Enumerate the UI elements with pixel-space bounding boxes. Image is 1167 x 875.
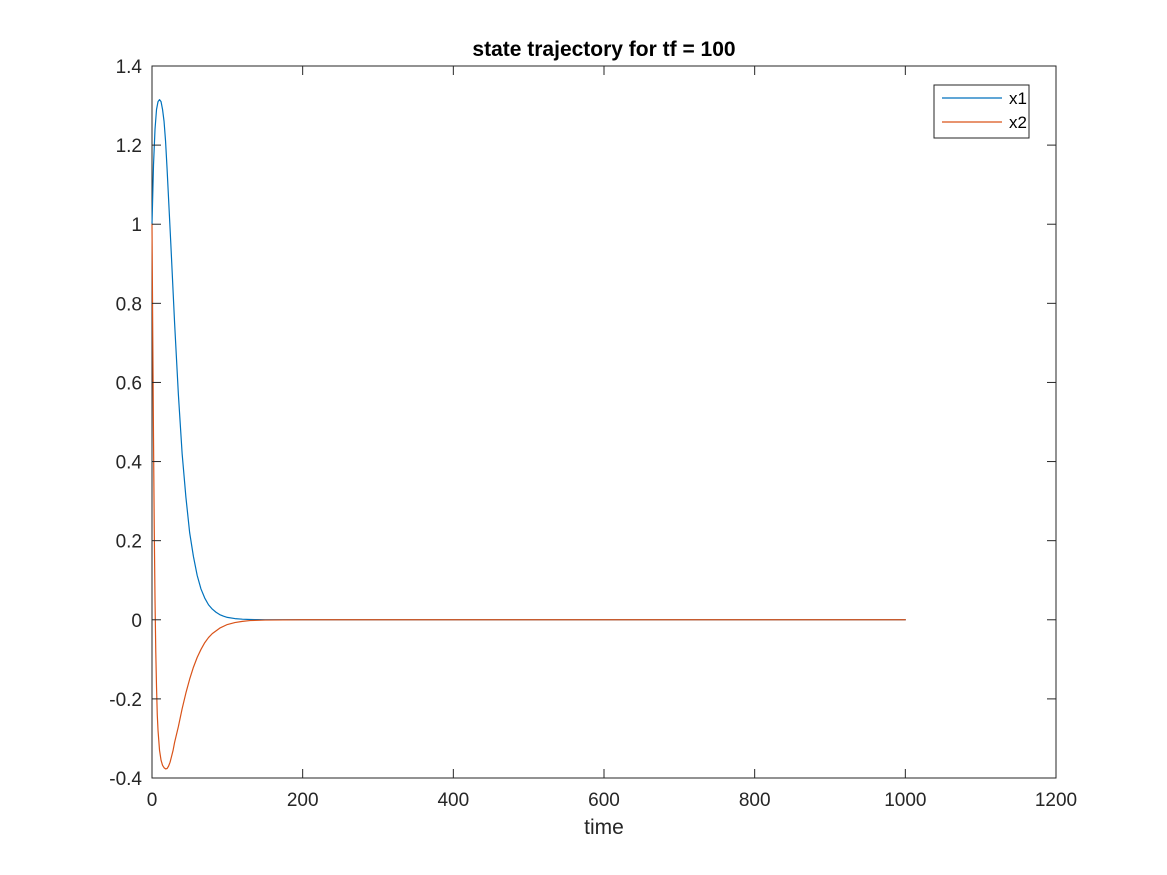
- x-tick-label: 0: [147, 790, 158, 811]
- y-tick-label: 0.6: [116, 373, 142, 394]
- ticks-layer: 0 200 400 600 800 1000 1200 -0.4 -0.2 0 0.2 0.4 0.6 0…: [109, 57, 1077, 811]
- x-tick-label: 200: [287, 790, 319, 811]
- x-tick-label: 1000: [884, 790, 926, 811]
- y-tick-label: 1: [131, 215, 142, 236]
- chart-title: state trajectory for tf = 100: [472, 38, 735, 61]
- x-tick-label: 1200: [1035, 790, 1077, 811]
- legend-box: [933, 84, 1030, 139]
- x-tick-label: 400: [437, 790, 469, 811]
- y-tick-label: 0: [131, 611, 142, 632]
- legend-label-x1: x1: [1009, 89, 1027, 108]
- y-tick-label: 1.4: [116, 57, 143, 78]
- legend-label-x2: x2: [1009, 113, 1027, 132]
- x-tick-label: 800: [739, 790, 771, 811]
- series-line-x2: [151, 223, 906, 770]
- y-tick-label: 0.8: [116, 294, 142, 315]
- x-axis-label: time: [584, 816, 624, 839]
- y-tick-label: 1.2: [116, 136, 142, 157]
- plot-frame: [151, 65, 1057, 779]
- series-line-x1: [151, 99, 906, 621]
- y-tick-label: -0.2: [109, 690, 142, 711]
- y-tick-label: 0.4: [116, 453, 143, 474]
- series-layer: [151, 99, 906, 770]
- y-tick-label: -0.4: [109, 769, 142, 790]
- y-tick-label: 0.2: [116, 532, 142, 553]
- plot-area: [151, 65, 1057, 779]
- x-tick-label: 600: [588, 790, 620, 811]
